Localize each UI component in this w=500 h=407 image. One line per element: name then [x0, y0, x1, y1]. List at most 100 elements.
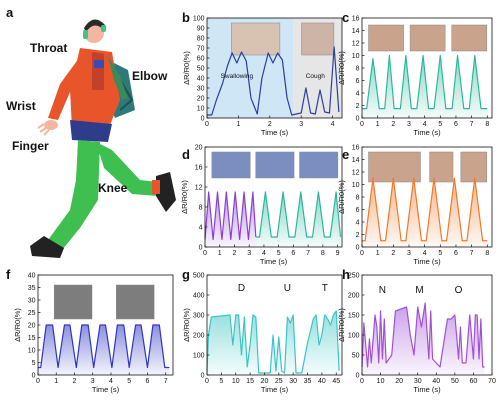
series-line	[204, 191, 257, 241]
panel-label-d: d	[182, 147, 190, 162]
y-tick-label: 2	[356, 232, 360, 239]
series-area-fill	[207, 311, 340, 375]
y-tick-label: 35	[28, 285, 36, 292]
plot-frame	[206, 274, 343, 376]
photo-inset	[53, 284, 93, 320]
series-area-fill	[255, 192, 341, 247]
x-tick-label: 3	[247, 250, 251, 257]
x-tick-label: 4	[262, 250, 266, 257]
y-axis-label: ΔR/R0(%)	[337, 51, 346, 85]
y-tick-label: 20	[28, 322, 36, 329]
x-tick-label: 10	[232, 378, 240, 385]
photo-inset	[299, 151, 339, 179]
panel-label-c: c	[342, 10, 349, 25]
x-tick-label: 7	[164, 378, 168, 385]
hand-shape	[44, 120, 58, 130]
headphone-icon	[101, 25, 106, 32]
y-axis-label: ΔR/R0(%)	[182, 308, 191, 342]
arm-shape	[48, 54, 92, 120]
panel-label-a: a	[6, 5, 14, 20]
photo-inset	[460, 151, 488, 183]
y-tick-label: 12	[195, 184, 203, 191]
label-finger: Finger	[12, 139, 49, 153]
y-tick-label: 400	[193, 292, 205, 299]
shoe-shape	[156, 172, 176, 212]
x-tick-label: 10	[377, 378, 385, 385]
x-tick-label: 40	[318, 378, 326, 385]
panel-h-nmo-chart: h 0 10 20 30 40 50 60 70 0 50 100 150 200 250 Time (s) Δ…	[337, 267, 496, 394]
x-tick-label: 3	[91, 378, 95, 385]
x-tick-label: 5	[219, 378, 223, 385]
x-tick-label: 7	[470, 250, 474, 257]
y-axis-label: ΔR/R0(%)	[182, 51, 191, 85]
y-tick-label: 0	[356, 372, 360, 379]
x-tick-label: 2	[268, 121, 272, 128]
photo-inset	[116, 284, 155, 320]
x-tick-label: 2	[73, 378, 77, 385]
headphone-icon	[83, 30, 88, 39]
chart-annotation: T	[322, 283, 328, 294]
chart-annotation: D	[238, 283, 245, 294]
y-tick-label: 20	[197, 95, 205, 102]
y-tick-label: 20	[195, 144, 203, 151]
shoe-shape	[30, 236, 64, 258]
chart-annotation: O	[455, 285, 463, 296]
y-tick-label: 8	[356, 65, 360, 72]
x-tick-label: 2	[391, 250, 395, 257]
y-tick-label: 40	[28, 272, 36, 279]
x-tick-label: 30	[414, 378, 422, 385]
y-axis-label: ΔR/R0(%)	[337, 308, 346, 342]
y-axis-label: ΔR/R0(%)	[13, 308, 22, 342]
x-tick-label: 5	[438, 121, 442, 128]
x-tick-label: 0	[203, 250, 207, 257]
y-tick-label: 0	[201, 115, 205, 122]
x-tick-label: 8	[485, 121, 489, 128]
y-tick-label: 2	[356, 103, 360, 110]
y-tick-label: 60	[197, 55, 205, 62]
x-tick-label: 70	[488, 378, 496, 385]
y-tick-label: 80	[197, 35, 205, 42]
x-tick-label: 8	[321, 250, 325, 257]
x-tick-label: 1	[218, 250, 222, 257]
y-tick-label: 10	[28, 347, 36, 354]
y-tick-label: 15	[28, 335, 36, 342]
x-tick-label: 1	[376, 121, 380, 128]
y-tick-label: 0	[199, 244, 203, 251]
x-tick-label: 0	[360, 121, 364, 128]
x-tick-label: 3	[299, 121, 303, 128]
photo-inset	[409, 24, 446, 52]
y-tick-label: 5	[32, 360, 36, 367]
label-throat: Throat	[30, 41, 67, 55]
y-tick-label: 12	[352, 40, 360, 47]
y-tick-label: 14	[352, 157, 360, 164]
y-tick-label: 10	[352, 53, 360, 60]
x-tick-label: 2	[391, 121, 395, 128]
y-tick-label: 40	[197, 75, 205, 82]
x-tick-label: 0	[205, 121, 209, 128]
chart-annotation: Swallowing	[221, 73, 254, 80]
x-tick-label: 6	[454, 250, 458, 257]
x-tick-label: 8	[485, 250, 489, 257]
y-tick-label: 100	[193, 352, 205, 359]
y-tick-label: 12	[352, 169, 360, 176]
panel-a-illustration: a Throat Elbow Wrist Finger Knee	[6, 5, 176, 258]
y-tick-label: 8	[356, 194, 360, 201]
x-tick-label: 6	[454, 121, 458, 128]
x-axis-label: Time (s)	[261, 128, 289, 137]
x-tick-label: 0	[360, 250, 364, 257]
x-tick-label: 50	[451, 378, 459, 385]
x-tick-label: 7	[470, 121, 474, 128]
photo-inset	[301, 22, 335, 56]
y-tick-label: 16	[352, 144, 360, 151]
x-axis-label: Time (s)	[261, 385, 289, 394]
leg-shape	[48, 140, 100, 250]
y-tick-label: 0	[356, 244, 360, 251]
x-tick-label: 15	[246, 378, 254, 385]
x-tick-label: 20	[261, 378, 269, 385]
chart-annotation: M	[415, 285, 423, 296]
x-tick-label: 0	[205, 378, 209, 385]
